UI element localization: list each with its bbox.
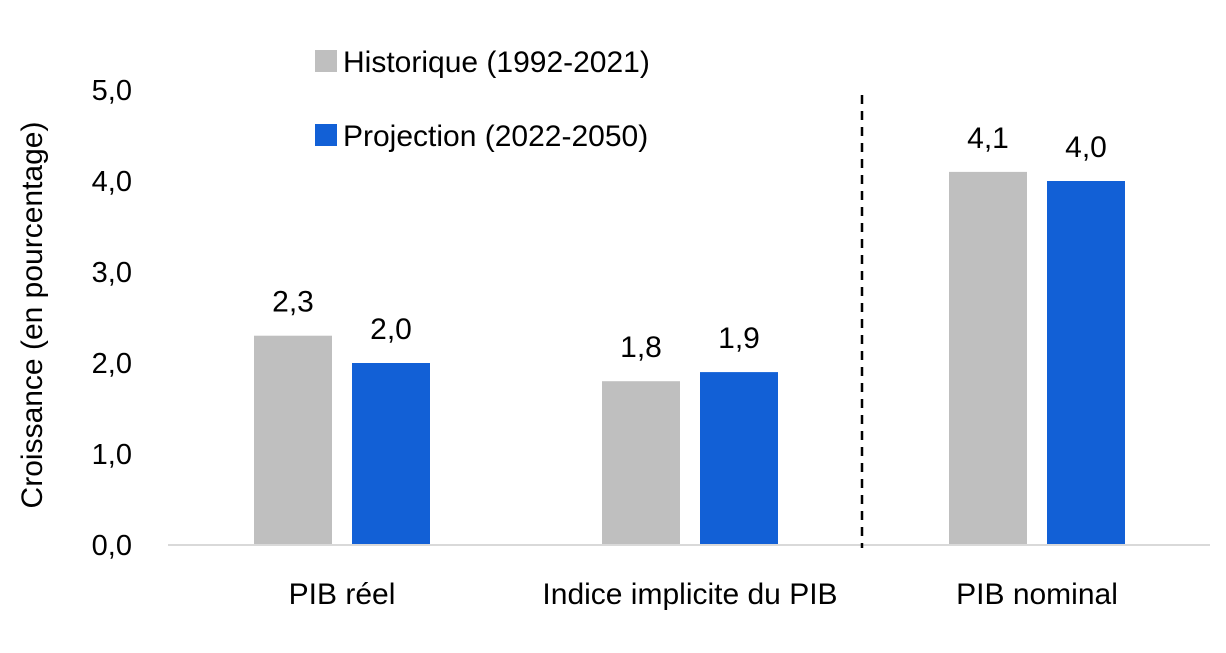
y-tick-label: 0,0: [92, 530, 132, 562]
data-label: 4,1: [967, 122, 1009, 155]
y-tick-label: 3,0: [92, 257, 132, 289]
bars-group: [254, 171, 1125, 545]
x-category-label: PIB réel: [289, 578, 396, 611]
x-category-label: PIB nominal: [956, 578, 1118, 611]
data-label: 1,8: [620, 331, 662, 364]
y-tick-label: 5,0: [92, 75, 132, 107]
bar-projection: [352, 363, 430, 545]
x-axis-labels: PIB réel Indice implicite du PIB PIB nomin…: [289, 578, 1118, 611]
bar-historique: [602, 381, 680, 545]
y-tick-label: 2,0: [92, 348, 132, 380]
data-labels-group: 2,3 1,8 4,1 2,0 1,9 4,0: [272, 122, 1107, 364]
legend-swatch-projection: [315, 124, 337, 146]
data-label: 2,0: [370, 313, 412, 346]
bar-historique: [949, 171, 1027, 545]
legend-label-projection: Projection (2022-2050): [343, 120, 648, 153]
data-label: 2,3: [272, 286, 314, 319]
y-tick-label: 4,0: [92, 166, 132, 198]
bar-projection: [1047, 181, 1125, 545]
legend-swatch-historique: [315, 50, 337, 72]
data-label: 1,9: [718, 322, 760, 355]
y-axis-title: Croissance (en pourcentage): [16, 122, 49, 509]
x-category-label: Indice implicite du PIB: [542, 578, 837, 611]
legend: Historique (1992-2021) Projection (2022-2…: [315, 46, 650, 153]
legend-label-historique: Historique (1992-2021): [343, 46, 650, 79]
data-label: 4,0: [1065, 131, 1107, 164]
y-tick-label: 1,0: [92, 439, 132, 471]
y-axis-ticks: 0,0 1,0 2,0 3,0 4,0 5,0: [92, 75, 132, 562]
bar-projection: [700, 372, 778, 545]
bar-historique: [254, 335, 332, 545]
